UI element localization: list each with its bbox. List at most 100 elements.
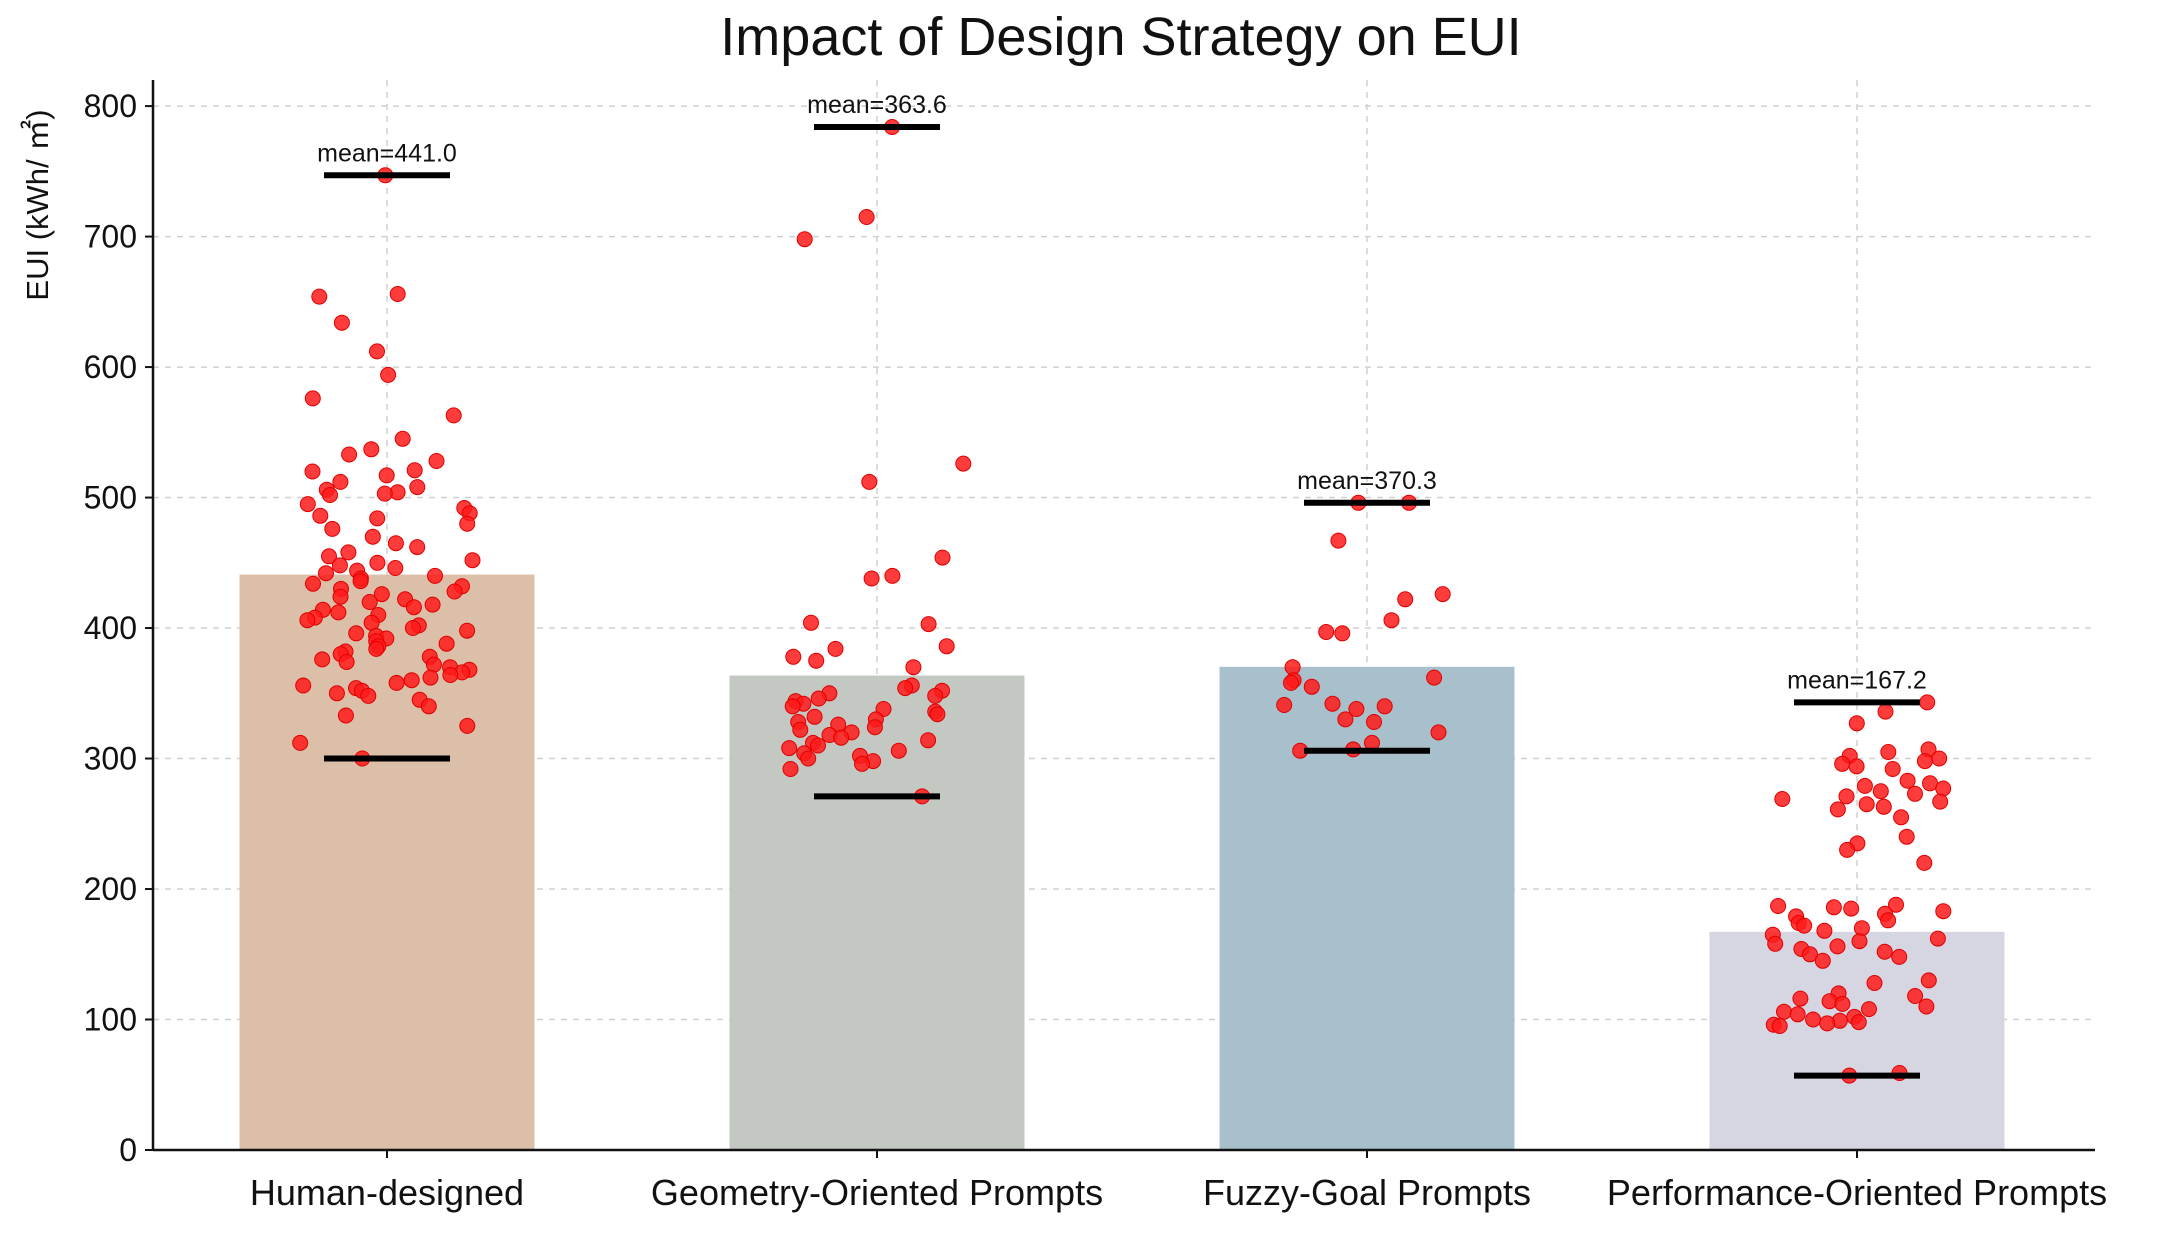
data-point <box>442 667 459 683</box>
data-point <box>1789 1006 1806 1023</box>
data-point <box>348 625 365 642</box>
data-point <box>1916 753 1933 770</box>
data-point <box>1802 946 1818 963</box>
mean-label: mean=370.3 <box>1297 467 1437 495</box>
data-point <box>1850 1014 1867 1031</box>
data-point <box>376 485 393 502</box>
data-point <box>409 539 426 556</box>
data-point <box>1907 785 1923 802</box>
data-point <box>331 557 348 574</box>
data-point <box>1932 793 1949 810</box>
data-point <box>784 698 801 715</box>
y-tick-label: 500 <box>84 480 137 516</box>
data-point <box>1348 701 1365 717</box>
data-point <box>1814 952 1831 969</box>
y-tick-label: 700 <box>84 219 137 255</box>
data-point <box>1825 899 1842 916</box>
data-point <box>861 473 878 490</box>
bar <box>729 675 1025 1150</box>
data-point <box>1829 801 1846 818</box>
y-tick-label: 400 <box>84 610 137 646</box>
data-point <box>322 487 338 503</box>
data-point <box>810 690 827 707</box>
data-point <box>364 528 381 545</box>
data-point <box>884 567 901 584</box>
data-point <box>1774 791 1791 807</box>
data-point <box>1876 943 1893 960</box>
data-point <box>295 677 312 694</box>
data-point <box>1920 972 1937 989</box>
bar <box>239 574 535 1150</box>
data-point <box>920 616 937 633</box>
y-tick-label: 800 <box>84 88 137 124</box>
mean-label: mean=167.2 <box>1787 666 1927 694</box>
data-point <box>1899 772 1916 789</box>
data-point <box>1776 1003 1792 1020</box>
data-point <box>1796 917 1813 934</box>
data-point <box>858 209 875 225</box>
data-point <box>1877 703 1894 720</box>
data-point <box>1872 783 1889 800</box>
data-point <box>890 742 907 759</box>
data-point <box>1366 714 1382 730</box>
data-point <box>324 520 341 537</box>
data-point <box>387 535 404 552</box>
data-point <box>299 496 316 513</box>
data-point <box>1426 669 1443 686</box>
data-point <box>311 288 328 305</box>
data-point <box>373 586 390 603</box>
data-point <box>332 473 349 490</box>
data-point <box>1907 988 1924 1004</box>
data-point <box>1324 695 1341 712</box>
y-tick-label: 600 <box>84 349 137 385</box>
data-point <box>1819 1015 1836 1032</box>
data-point <box>312 507 329 524</box>
data-point <box>404 620 421 636</box>
data-point <box>1829 938 1846 955</box>
data-point <box>1376 698 1393 715</box>
data-point <box>1880 912 1897 929</box>
data-point <box>318 565 334 582</box>
x-tick-label: Performance-Oriented Prompts <box>1607 1172 2107 1213</box>
data-point <box>333 314 350 331</box>
data-point <box>1792 990 1809 1007</box>
data-point <box>808 652 825 669</box>
y-tick-label: 300 <box>84 741 137 777</box>
data-point <box>1875 798 1892 815</box>
data-point <box>304 463 321 480</box>
y-tick-label: 100 <box>84 1002 137 1038</box>
data-point <box>934 549 951 566</box>
data-point <box>1848 715 1865 732</box>
data-point <box>389 286 406 302</box>
data-point <box>360 687 377 704</box>
data-point <box>438 635 455 652</box>
data-point <box>1931 750 1948 767</box>
data-point <box>1434 586 1451 603</box>
data-point <box>781 740 798 757</box>
data-point <box>304 390 321 407</box>
data-point <box>328 685 345 702</box>
data-point <box>803 614 819 631</box>
overlay-layer: mean=441.0 mean=363.6 mean=370.3 mean=167.2 <box>317 91 1927 1079</box>
data-point <box>1839 841 1856 858</box>
data-point <box>1916 854 1933 871</box>
data-point <box>1888 896 1904 913</box>
data-point <box>1851 933 1868 950</box>
data-point <box>332 588 349 605</box>
data-point <box>1383 612 1400 629</box>
data-point <box>833 729 850 746</box>
data-point <box>1834 755 1851 772</box>
y-tick-label: 200 <box>84 871 137 907</box>
data-point <box>369 554 386 571</box>
data-point <box>405 599 422 616</box>
data-point <box>321 548 337 565</box>
data-point <box>403 672 420 689</box>
x-tick-label: Fuzzy-Goal Prompts <box>1203 1172 1531 1213</box>
data-point <box>866 719 883 736</box>
data-point <box>1430 724 1447 741</box>
data-point <box>422 669 439 686</box>
data-point <box>1898 828 1915 845</box>
data-point <box>409 479 426 496</box>
chart-title: Impact of Design Strategy on EUI <box>720 7 1521 67</box>
data-point <box>446 583 463 600</box>
